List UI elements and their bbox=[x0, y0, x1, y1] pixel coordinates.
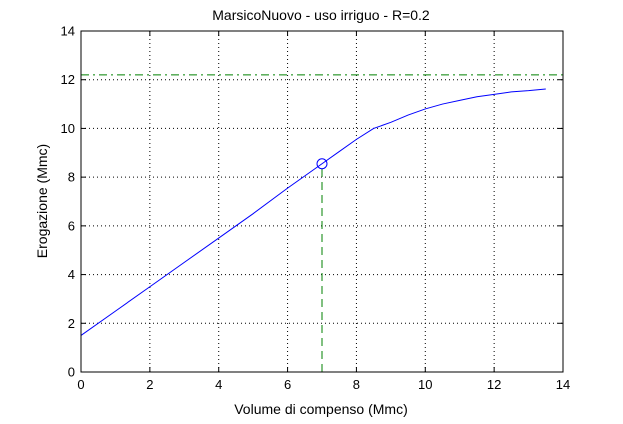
markers bbox=[316, 158, 328, 170]
x-tick-label: 6 bbox=[284, 377, 291, 392]
y-axis-label: Erogazione (Mmc) bbox=[34, 144, 50, 258]
y-tick-label: 4 bbox=[68, 267, 75, 282]
y-tick-label: 2 bbox=[68, 316, 75, 331]
axes-frame bbox=[80, 30, 564, 373]
x-tick-label: 12 bbox=[487, 377, 501, 392]
y-tick-label: 14 bbox=[61, 24, 75, 39]
y-tick-label: 6 bbox=[68, 218, 75, 233]
y-tick-label: 8 bbox=[68, 170, 75, 185]
y-tick-label: 12 bbox=[61, 72, 75, 87]
chart-title: MarsicoNuovo - uso irriguo - R=0.2 bbox=[212, 7, 430, 23]
circle-marker bbox=[316, 158, 328, 170]
x-tick-label: 2 bbox=[146, 377, 153, 392]
x-tick-label: 8 bbox=[353, 377, 360, 392]
x-tick-label: 4 bbox=[215, 377, 222, 392]
x-tick-label: 14 bbox=[556, 377, 570, 392]
y-tick-label: 0 bbox=[68, 365, 75, 380]
series bbox=[80, 88, 546, 336]
y-tick-label: 10 bbox=[61, 121, 75, 136]
x-tick-label: 0 bbox=[77, 377, 84, 392]
series-line bbox=[80, 88, 546, 336]
reference-lines bbox=[81, 74, 563, 372]
x-tick-label: 10 bbox=[418, 377, 432, 392]
ticks bbox=[80, 30, 564, 373]
x-tick-labels: 0 2 4 6 8 10 12 14 bbox=[77, 377, 570, 392]
x-axis-label: Volume di compenso (Mmc) bbox=[234, 401, 408, 417]
y-tick-labels: 0 2 4 6 8 10 12 14 bbox=[61, 24, 75, 380]
